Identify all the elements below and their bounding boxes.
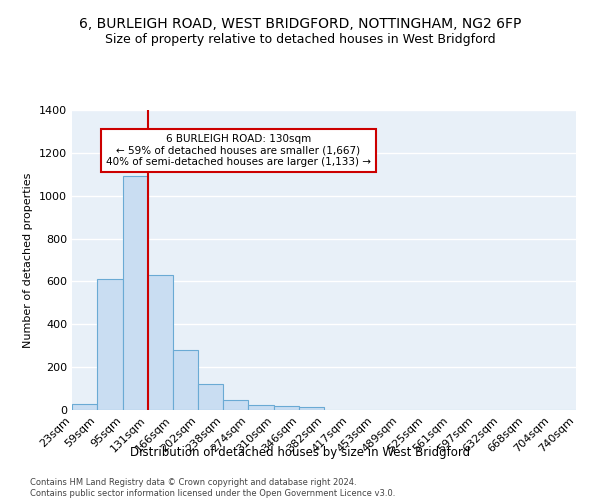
Bar	[274, 406, 299, 410]
Bar	[223, 400, 248, 410]
Text: Contains HM Land Registry data © Crown copyright and database right 2024.
Contai: Contains HM Land Registry data © Crown c…	[30, 478, 395, 498]
Bar	[97, 280, 122, 410]
Text: Size of property relative to detached houses in West Bridgford: Size of property relative to detached ho…	[104, 32, 496, 46]
Bar	[72, 404, 97, 410]
Bar	[198, 384, 223, 410]
Bar	[148, 275, 173, 410]
Bar	[173, 350, 198, 410]
Bar	[299, 408, 325, 410]
Bar	[122, 176, 148, 410]
Text: 6, BURLEIGH ROAD, WEST BRIDGFORD, NOTTINGHAM, NG2 6FP: 6, BURLEIGH ROAD, WEST BRIDGFORD, NOTTIN…	[79, 18, 521, 32]
Text: Distribution of detached houses by size in West Bridgford: Distribution of detached houses by size …	[130, 446, 470, 459]
Y-axis label: Number of detached properties: Number of detached properties	[23, 172, 34, 348]
Bar	[248, 406, 274, 410]
Text: 6 BURLEIGH ROAD: 130sqm
← 59% of detached houses are smaller (1,667)
40% of semi: 6 BURLEIGH ROAD: 130sqm ← 59% of detache…	[106, 134, 371, 167]
